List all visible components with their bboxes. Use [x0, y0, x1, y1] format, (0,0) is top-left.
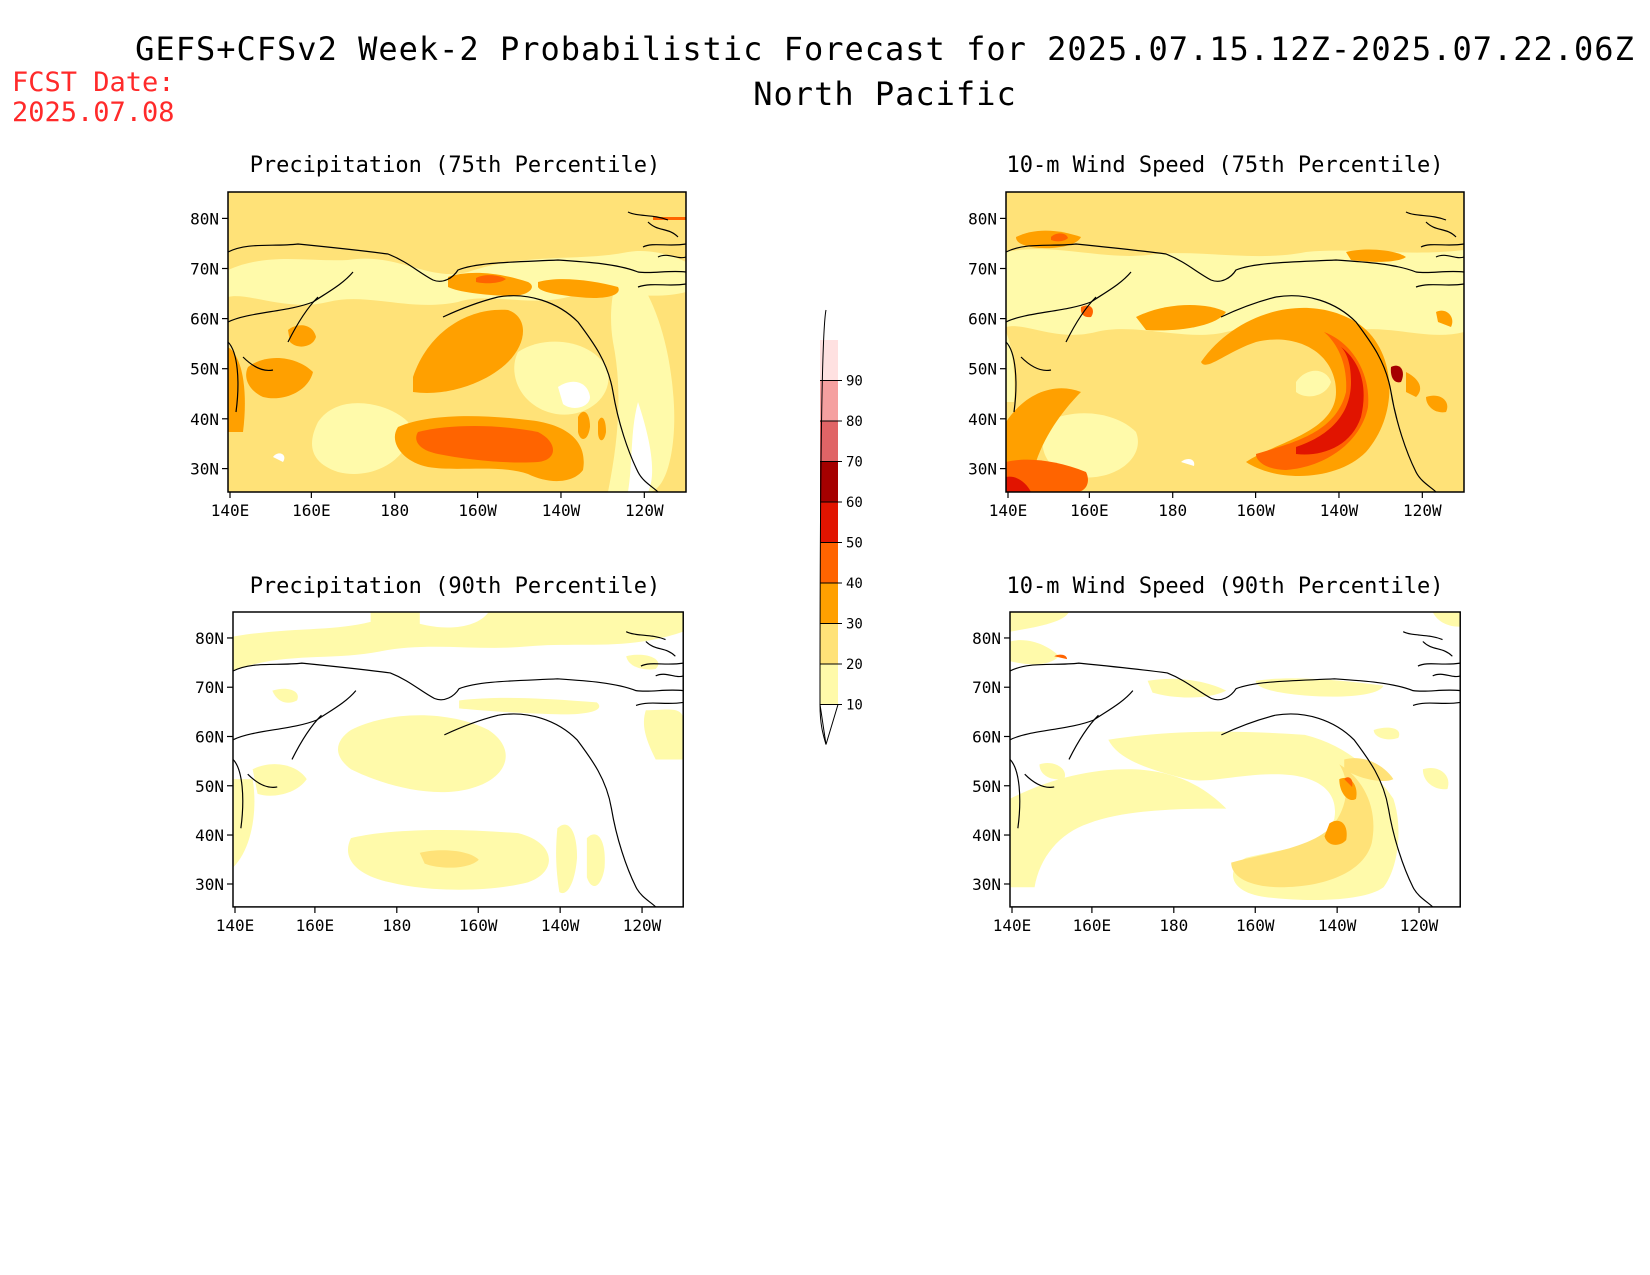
lon-label-precip75-4: 140W	[542, 501, 581, 520]
lat-label-precip90-4: 40N	[195, 826, 224, 845]
panel-title-precip75: Precipitation (75th Percentile)	[249, 153, 661, 178]
lon-label-precip75-2: 180	[380, 501, 409, 520]
colorbar-label-90: 90	[846, 374, 863, 390]
colorbar-swatch-1	[820, 623, 838, 664]
colorbar-swatch-8	[820, 340, 838, 381]
colorbar-label-10: 10	[846, 698, 863, 714]
lat-label-precip90-3: 50N	[195, 777, 224, 796]
lon-label-precip75-3: 160W	[458, 501, 497, 520]
fcst-date-value: 2025.07.08	[12, 97, 175, 128]
lat-label-wind75-0: 80N	[968, 209, 997, 228]
lat-label-wind75-3: 50N	[968, 360, 997, 379]
lon-label-precip75-0: 140E	[211, 501, 250, 520]
lon-label-wind90-5: 120W	[1400, 916, 1439, 935]
lat-label-precip75-1: 70N	[190, 260, 219, 279]
lat-label-wind75-5: 30N	[968, 460, 997, 479]
lat-label-wind75-4: 40N	[968, 410, 997, 429]
lon-label-wind75-0: 140E	[989, 501, 1028, 520]
lat-label-wind90-0: 80N	[972, 629, 1001, 648]
lat-label-precip90-5: 30N	[195, 875, 224, 894]
lon-label-precip90-3: 160W	[459, 916, 498, 935]
colorbar-label-80: 80	[846, 414, 863, 430]
lon-label-precip90-4: 140W	[541, 916, 580, 935]
lon-label-wind90-2: 180	[1159, 916, 1188, 935]
lon-label-precip90-0: 140E	[216, 916, 255, 935]
main-title: GEFS+CFSv2 Week-2 Probabilistic Forecast…	[135, 30, 1635, 68]
colorbar: 10 20 30 40 50 60 70 80 90	[819, 309, 863, 745]
lat-label-precip90-1: 70N	[195, 678, 224, 697]
colorbar-label-70: 70	[846, 455, 863, 471]
colorbar-swatch-6	[820, 421, 838, 462]
lon-label-precip90-5: 120W	[623, 916, 662, 935]
colorbar-swatch-4	[820, 502, 838, 543]
lat-label-precip75-0: 80N	[190, 209, 219, 228]
lat-label-wind90-1: 70N	[972, 678, 1001, 697]
map-wind90	[1009, 611, 1461, 908]
lon-label-wind75-5: 120W	[1403, 501, 1442, 520]
lon-label-precip90-1: 160E	[296, 916, 335, 935]
axis-labels: 80N 70N 60N 50N 40N 30N 140E 160E 180 160W 140W 120…	[190, 209, 1442, 935]
lat-label-wind90-3: 50N	[972, 777, 1001, 796]
lat-label-precip75-2: 60N	[190, 310, 219, 329]
lon-label-wind90-3: 160W	[1236, 916, 1275, 935]
colorbar-label-20: 20	[846, 657, 863, 673]
lon-label-precip75-1: 160E	[292, 501, 331, 520]
colorbar-swatch-5	[820, 461, 838, 502]
lon-label-wind90-0: 140E	[993, 916, 1032, 935]
lat-label-precip75-5: 30N	[190, 460, 219, 479]
colorbar-label-50: 50	[846, 536, 863, 552]
colorbar-swatch-3	[820, 542, 838, 583]
lat-label-precip90-0: 80N	[195, 629, 224, 648]
lon-label-wind90-4: 140W	[1318, 916, 1357, 935]
lat-label-wind75-2: 60N	[968, 310, 997, 329]
lon-label-wind90-1: 160E	[1073, 916, 1112, 935]
colorbar-label-40: 40	[846, 576, 863, 592]
panel-title-precip90: Precipitation (90th Percentile)	[249, 574, 661, 599]
map-wind75	[1005, 191, 1465, 493]
region-subtitle: North Pacific	[753, 75, 1017, 113]
lon-label-wind75-1: 160E	[1070, 501, 1109, 520]
lon-label-precip75-5: 120W	[625, 501, 664, 520]
panel-title-wind75: 10-m Wind Speed (75th Percentile)	[1006, 153, 1444, 178]
lat-label-wind90-2: 60N	[972, 727, 1001, 746]
map-precip90	[232, 611, 684, 908]
lat-label-wind75-1: 70N	[968, 260, 997, 279]
colorbar-label-60: 60	[846, 495, 863, 511]
map-precip75	[227, 191, 687, 493]
colorbar-low-cap	[819, 704, 839, 745]
colorbar-label-30: 30	[846, 617, 863, 633]
colorbar-swatch-2	[820, 583, 838, 624]
lat-label-precip75-4: 40N	[190, 410, 219, 429]
colorbar-swatch-7	[820, 380, 838, 421]
fcst-date-label: FCST Date:	[12, 67, 175, 98]
panel-title-wind90: 10-m Wind Speed (90th Percentile)	[1006, 574, 1444, 599]
lat-label-wind90-4: 40N	[972, 826, 1001, 845]
lon-label-wind75-3: 160W	[1236, 501, 1275, 520]
lat-label-wind90-5: 30N	[972, 875, 1001, 894]
colorbar-high-cap	[820, 310, 838, 340]
lat-label-precip75-3: 50N	[190, 360, 219, 379]
lat-label-precip90-2: 60N	[195, 727, 224, 746]
lon-label-wind75-4: 140W	[1320, 501, 1359, 520]
lon-label-wind75-2: 180	[1158, 501, 1187, 520]
lon-label-precip90-2: 180	[382, 916, 411, 935]
colorbar-swatch-0	[820, 664, 838, 705]
